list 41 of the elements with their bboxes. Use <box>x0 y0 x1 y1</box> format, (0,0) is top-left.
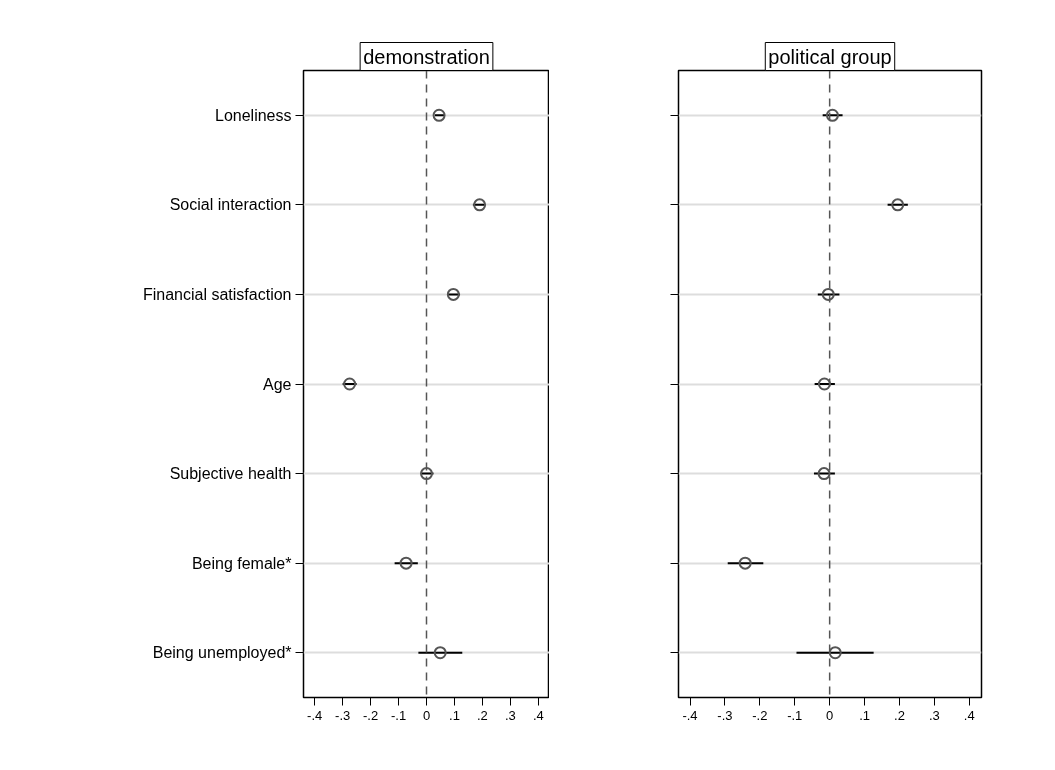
x-tick-label: 0 <box>826 707 834 723</box>
x-tick-label: .1 <box>449 707 460 723</box>
y-tick-label: Being unemployed* <box>152 644 292 662</box>
y-tick-label: Loneliness <box>215 106 292 124</box>
x-tick-label: .4 <box>532 707 544 723</box>
point <box>817 377 831 391</box>
x-tick-label: .4 <box>963 707 975 723</box>
point <box>433 646 447 660</box>
point <box>343 377 357 391</box>
point <box>473 198 487 212</box>
x-tick-label: -.3 <box>335 707 351 723</box>
y-tick-label: Subjective health <box>169 465 292 483</box>
y-tick-label: Age <box>263 375 292 393</box>
x-tick-label: 0 <box>422 707 431 723</box>
y-tick-label: Financial satisfaction <box>142 285 292 303</box>
x-tick-label: -.4 <box>682 707 698 723</box>
point <box>432 108 446 122</box>
chart-title: demonstration <box>363 45 490 68</box>
x-tick-label: .3 <box>928 707 940 723</box>
x-tick-label: .3 <box>504 707 516 723</box>
point <box>399 556 413 570</box>
x-tick-label: -.2 <box>752 707 768 723</box>
x-tick-label: -.2 <box>363 707 379 723</box>
y-tick-label: Being female* <box>191 554 292 572</box>
chart-title: political group <box>768 45 892 68</box>
point <box>825 108 839 122</box>
point <box>446 287 460 301</box>
x-tick-label: -.4 <box>307 707 323 723</box>
x-tick-label: -.3 <box>717 707 733 723</box>
x-tick-label: -.1 <box>787 707 803 723</box>
point <box>828 646 842 660</box>
point <box>817 467 831 481</box>
x-tick-label: .2 <box>894 707 905 723</box>
x-tick-label: -.1 <box>390 707 407 723</box>
point <box>821 287 835 301</box>
x-tick-label: .1 <box>859 707 870 723</box>
point <box>738 556 752 570</box>
y-tick-label: Social interaction <box>169 196 292 214</box>
point <box>891 198 905 212</box>
x-tick-label: .2 <box>476 707 488 723</box>
point <box>420 467 433 481</box>
